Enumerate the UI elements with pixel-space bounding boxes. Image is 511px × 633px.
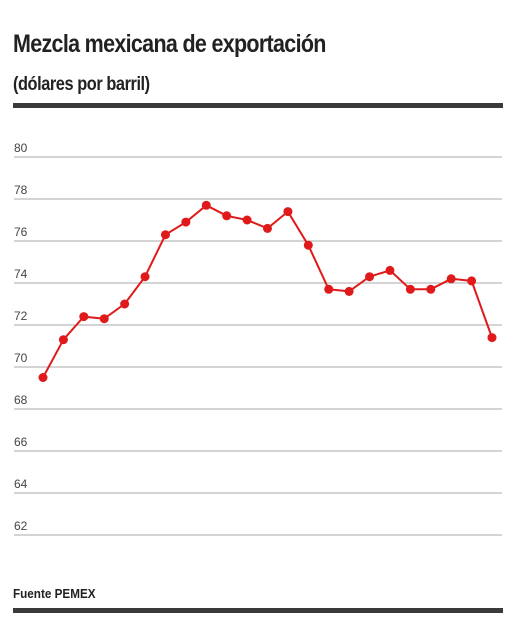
data-point-22 bbox=[467, 276, 477, 286]
data-point-13 bbox=[283, 207, 293, 217]
data-point-14 bbox=[303, 240, 313, 250]
data-point-5 bbox=[120, 299, 130, 309]
data-point-4 bbox=[99, 314, 109, 324]
data-point-2 bbox=[58, 335, 68, 345]
data-point-9 bbox=[201, 200, 211, 210]
data-point-10 bbox=[222, 211, 232, 221]
y-tick-label-74: 74 bbox=[14, 267, 28, 281]
data-point-23 bbox=[487, 333, 497, 343]
y-tick-label-70: 70 bbox=[14, 351, 28, 365]
chart-subtitle: (dólares por barril) bbox=[13, 74, 150, 95]
data-point-19 bbox=[405, 284, 415, 294]
data-point-17 bbox=[365, 272, 375, 282]
data-point-12 bbox=[263, 223, 272, 233]
y-tick-label-76: 76 bbox=[14, 225, 28, 239]
chart-title: Mezcla mexicana de exportación bbox=[13, 30, 326, 58]
data-point-21 bbox=[446, 274, 456, 284]
data-point-20 bbox=[426, 284, 436, 294]
data-point-8 bbox=[181, 217, 191, 227]
data-point-15 bbox=[324, 284, 334, 294]
data-point-11 bbox=[242, 215, 252, 225]
y-tick-label-72: 72 bbox=[14, 309, 28, 323]
grid-lines bbox=[14, 156, 502, 536]
data-point-3 bbox=[79, 312, 89, 322]
data-point-1 bbox=[38, 373, 48, 382]
data-point-18 bbox=[385, 265, 395, 275]
y-tick-label-78: 78 bbox=[14, 183, 28, 197]
y-tick-label-68: 68 bbox=[14, 393, 28, 407]
data-point-6 bbox=[140, 272, 150, 282]
y-tick-label-66: 66 bbox=[14, 435, 28, 449]
y-tick-label-64: 64 bbox=[14, 477, 28, 491]
source-note: Fuente PEMEX bbox=[13, 586, 96, 601]
data-point-7 bbox=[160, 230, 170, 240]
top-rule bbox=[13, 103, 503, 108]
data-points bbox=[38, 200, 497, 382]
y-tick-label-62: 62 bbox=[14, 519, 28, 533]
y-tick-label-80: 80 bbox=[14, 141, 28, 155]
bottom-rule bbox=[13, 608, 503, 613]
y-axis-tick-labels: 80 78 76 74 72 70 68 66 64 62 bbox=[14, 141, 28, 533]
data-point-16 bbox=[344, 286, 354, 296]
